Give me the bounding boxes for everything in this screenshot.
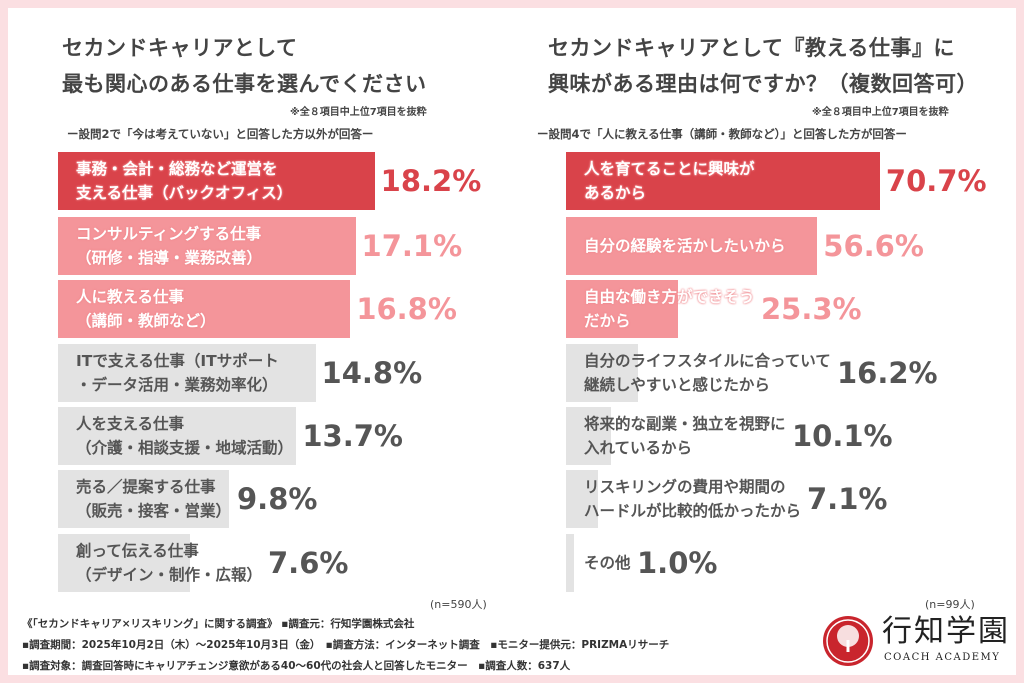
right-sample-size: (n=99人) xyxy=(925,598,975,611)
bar xyxy=(566,407,611,465)
right-chart-subtitle: ー設問4で「人に教える仕事（講師・教師など）」と回答した方が回答ー xyxy=(537,127,907,141)
category-line: （販売・接客・営業） xyxy=(76,502,232,520)
category-line: 自分のライフスタイルに合っていて xyxy=(584,352,831,370)
category-line: 入れているから xyxy=(584,439,693,457)
tree-icon xyxy=(826,619,870,663)
category-line: （研修・指導・業務改善） xyxy=(76,249,263,267)
category-line: 創って伝える仕事 xyxy=(76,542,199,560)
bar xyxy=(566,344,638,402)
bar xyxy=(58,152,375,210)
bar xyxy=(566,280,679,338)
logo-subtitle: COACH ACADEMY xyxy=(884,652,1001,663)
bar-category-label: 自由な働き方ができそう だから xyxy=(584,285,755,333)
category-line: 事務・会計・総務など運営を xyxy=(76,160,278,178)
bar-category-label: 将来的な副業・独立を視野に 入れているから xyxy=(584,412,786,460)
bar-value-label: 7.1% xyxy=(807,482,888,516)
category-line: 将来的な副業・独立を視野に xyxy=(584,415,786,433)
bar-value-label: 7.6% xyxy=(268,546,349,580)
bar xyxy=(58,407,297,465)
footer-line-2: ▪調査期間：2025年10月2日（木）～2025年10月3日（金） ▪調査方法：… xyxy=(22,639,670,651)
category-line: 自由な働き方ができそう xyxy=(584,288,755,306)
right-title-line-2: 興味がある理由は何ですか？（複数回答可） xyxy=(548,72,978,96)
bar xyxy=(566,470,598,528)
bar-category-label: 事務・会計・総務など運営を 支える仕事（バックオフィス） xyxy=(76,157,292,205)
category-line: コンサルティングする仕事 xyxy=(76,225,262,243)
left-title-line-2: 最も関心のある仕事を選んでください xyxy=(62,72,427,96)
bar xyxy=(566,152,880,210)
right-chart-note: ※全８項目中上位7項目を抜粋 xyxy=(812,107,949,118)
bar-value-label: 25.3% xyxy=(761,292,862,326)
left-chart-subtitle: ー設問2で「今は考えていない」と回答した方以外が回答ー xyxy=(67,127,374,141)
bar-value-label: 1.0% xyxy=(637,546,718,580)
bar-category-label: 創って伝える仕事 （デザイン・制作・広報） xyxy=(76,539,262,587)
bar xyxy=(566,217,818,275)
category-line: 人を育てることに興味が xyxy=(584,160,755,178)
bar-value-label: 17.1% xyxy=(361,229,463,263)
bar-category-label: リスキリングの費用や期間の ハードルが比較的低かったから xyxy=(584,475,801,523)
bar-category-label: コンサルティングする仕事 （研修・指導・業務改善） xyxy=(76,222,262,270)
bar-category-label: 人に教える仕事 （講師・教師など） xyxy=(76,285,216,333)
left-chart-note: ※全８項目中上位7項目を抜粋 xyxy=(290,107,427,118)
category-line: （介護・相談支援・地域活動） xyxy=(76,439,294,457)
bar-value-label: 18.2% xyxy=(380,164,482,198)
bar xyxy=(566,534,574,592)
bar-value-label: 10.1% xyxy=(792,419,893,453)
bar xyxy=(58,470,229,528)
bar-value-label: 16.2% xyxy=(837,356,938,390)
bar-value-label: 16.8% xyxy=(356,292,457,326)
category-line: リスキリングの費用や期間の xyxy=(584,478,786,496)
category-line: あるから xyxy=(584,184,647,202)
category-line: 自分の経験を活かしたいから xyxy=(584,237,786,255)
bar-value-label: 9.8% xyxy=(237,482,318,516)
bar-category-label: 自分のライフスタイルに合っていて 継続しやすいと感じたから xyxy=(584,349,831,397)
bar-category-label: ITで支える仕事（ITサポート ・データ活用・業務効率化） xyxy=(76,349,279,397)
category-line: 売る／提案する仕事 xyxy=(76,478,216,496)
bar xyxy=(58,344,316,402)
bar xyxy=(58,280,351,338)
footer-line-3: ▪調査対象：調査回答時にキャリアチェンジ意欲がある40～60代の社会人と回答した… xyxy=(22,660,571,672)
category-line: 人を支える仕事 xyxy=(76,415,185,433)
right-title-line-1: セカンドキャリアとして『教える仕事』に xyxy=(548,36,955,60)
category-line: ハードルが比較的低かったから xyxy=(584,502,802,520)
footer-line-1: 《「セカンドキャリア×リスキリング」に関する調査》 ▪調査元：行知学園株式会社 xyxy=(22,618,415,630)
bar-value-label: 13.7% xyxy=(302,419,403,453)
category-line: 支える仕事（バックオフィス） xyxy=(76,184,293,202)
bar-category-label: 売る／提案する仕事 （販売・接客・営業） xyxy=(76,475,231,523)
bar xyxy=(58,217,356,275)
category-line: （講師・教師など） xyxy=(76,312,216,330)
category-line: 人に教える仕事 xyxy=(76,288,185,306)
bar-value-label: 70.7% xyxy=(885,164,987,198)
bar-category-label: 人を育てることに興味が あるから xyxy=(584,157,755,205)
logo-name: 行知学園 xyxy=(882,614,1010,649)
bar-category-label: その他 xyxy=(584,551,631,575)
left-title-line-1: セカンドキャリアとして xyxy=(62,36,298,60)
logo-emblem xyxy=(823,616,873,666)
left-chart-title: セカンドキャリアとして最も関心のある仕事を選んでください xyxy=(62,30,426,102)
bar-category-label: 自分の経験を活かしたいから xyxy=(584,234,786,258)
category-line: だから xyxy=(584,312,631,330)
category-line: ITで支える仕事（ITサポート xyxy=(76,352,279,370)
category-line: ・データ活用・業務効率化） xyxy=(76,376,278,394)
bar-category-label: 人を支える仕事 （介護・相談支援・地域活動） xyxy=(76,412,293,460)
category-line: 継続しやすいと感じたから xyxy=(584,376,770,394)
bar-value-label: 14.8% xyxy=(321,356,423,390)
bar-value-label: 56.6% xyxy=(823,229,924,263)
left-sample-size: (n=590人) xyxy=(430,598,487,611)
category-line: （デザイン・制作・広報） xyxy=(76,566,263,584)
right-chart-title: セカンドキャリアとして『教える仕事』に 興味がある理由は何ですか？（複数回答可） xyxy=(548,30,978,102)
category-line: その他 xyxy=(584,554,631,572)
bar xyxy=(58,534,191,592)
